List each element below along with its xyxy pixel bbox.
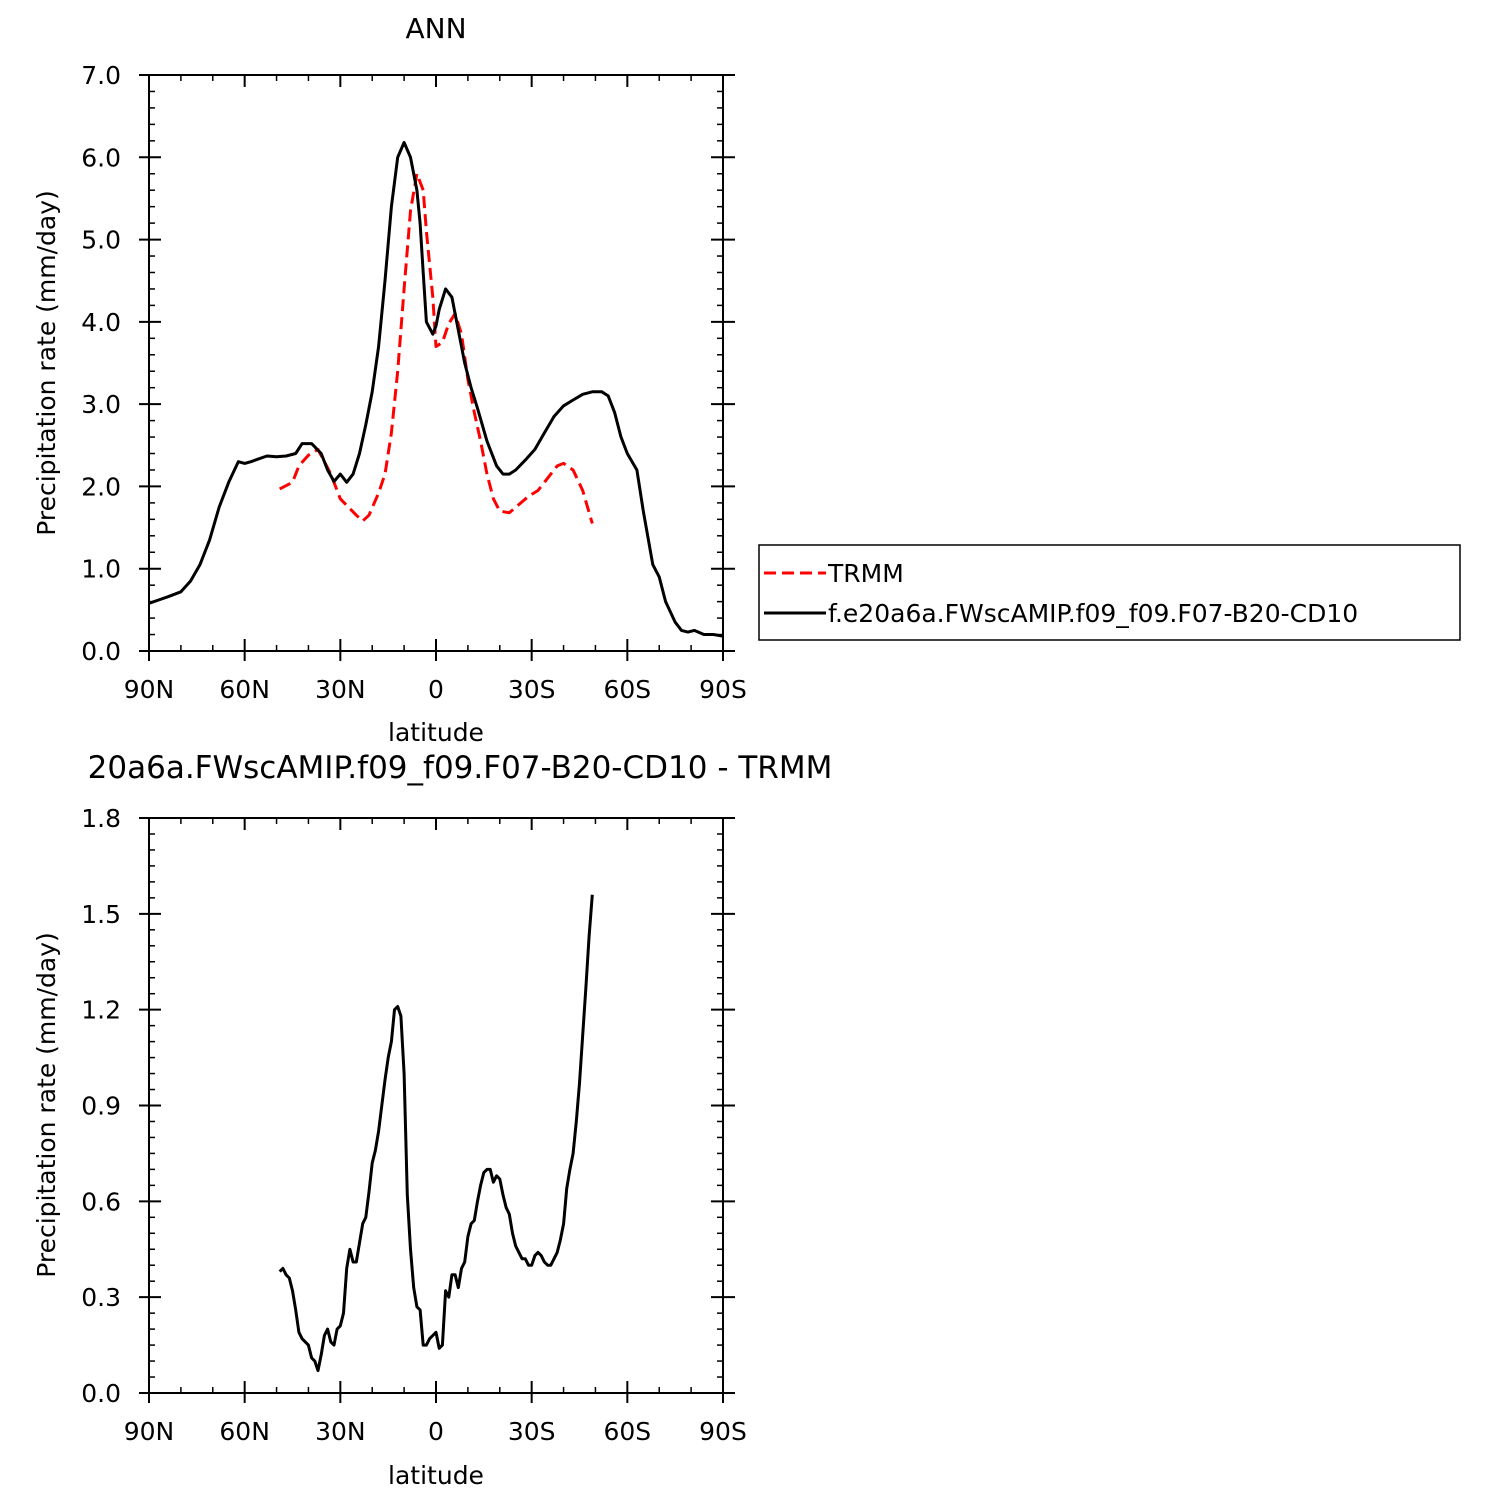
x-tick-label: 60N	[219, 1417, 270, 1446]
y-tick-label: 5.0	[81, 226, 121, 255]
x-tick-label: 90N	[124, 675, 175, 704]
x-tick-label: 30S	[508, 1417, 556, 1446]
x-tick-label: 30N	[315, 1417, 366, 1446]
top-chart-title: ANN	[405, 12, 466, 45]
y-tick-label: 1.0	[81, 555, 121, 584]
x-tick-label: 90S	[699, 675, 747, 704]
bottom-plot-frame	[148, 817, 724, 1394]
series-line-f-e20a6a-fwscamip-f09-f09-f07-b20-cd10	[148, 141, 724, 638]
y-tick-label: 1.5	[81, 900, 121, 929]
x-tick-label: 30S	[508, 675, 556, 704]
top-plot-frame	[148, 74, 724, 652]
x-tick-label: 0	[428, 1417, 444, 1446]
x-tick-label: 60N	[219, 675, 270, 704]
y-tick-label: 0.0	[81, 1379, 121, 1408]
top-x-axis-label: latitude	[388, 718, 484, 747]
top-line-chart: ANN 90N 60N 30N 0 30S 60S 90S 0.0 1.0 2.0 3.0 4.0 5.…	[32, 12, 747, 747]
x-tick-label: 30N	[315, 675, 366, 704]
y-tick-label: 0.9	[81, 1092, 121, 1121]
x-tick-label: 90S	[699, 1417, 747, 1446]
y-tick-label: 4.0	[81, 308, 121, 337]
y-tick-label: 2.0	[81, 472, 121, 501]
y-tick-label: 3.0	[81, 390, 121, 419]
top-y-axis-label: Precipitation rate (mm/day)	[32, 190, 61, 536]
bottom-line-chart: 20a6a.FWscAMIP.f09_f09.F07-B20-CD10 - TR…	[32, 750, 832, 1490]
y-tick-label: 0.0	[81, 637, 121, 666]
legend-label-trmm: TRMM	[827, 559, 904, 588]
y-tick-label: 1.8	[81, 804, 121, 833]
legend-label-model: f.e20a6a.FWscAMIP.f09_f09.F07-B20-CD10	[828, 599, 1358, 628]
bottom-y-axis-label: Precipitation rate (mm/day)	[32, 932, 61, 1278]
x-tick-label: 60S	[603, 675, 651, 704]
y-tick-label: 1.2	[81, 996, 121, 1025]
bottom-x-axis-label: latitude	[388, 1461, 484, 1490]
series-line-trmm	[279, 172, 594, 524]
y-tick-label: 6.0	[81, 143, 121, 172]
y-tick-label: 7.0	[81, 61, 121, 90]
x-tick-label: 60S	[603, 1417, 651, 1446]
x-tick-label: 0	[428, 675, 444, 704]
bottom-chart-title: 20a6a.FWscAMIP.f09_f09.F07-B20-CD10 - TR…	[88, 750, 833, 786]
y-tick-label: 0.3	[81, 1283, 121, 1312]
series-line-difference	[278, 894, 594, 1373]
chart-legend: TRMM f.e20a6a.FWscAMIP.f09_f09.F07-B20-C…	[758, 544, 1461, 641]
x-tick-label: 90N	[124, 1417, 175, 1446]
legend-box	[758, 544, 1461, 641]
y-tick-label: 0.6	[81, 1187, 121, 1216]
